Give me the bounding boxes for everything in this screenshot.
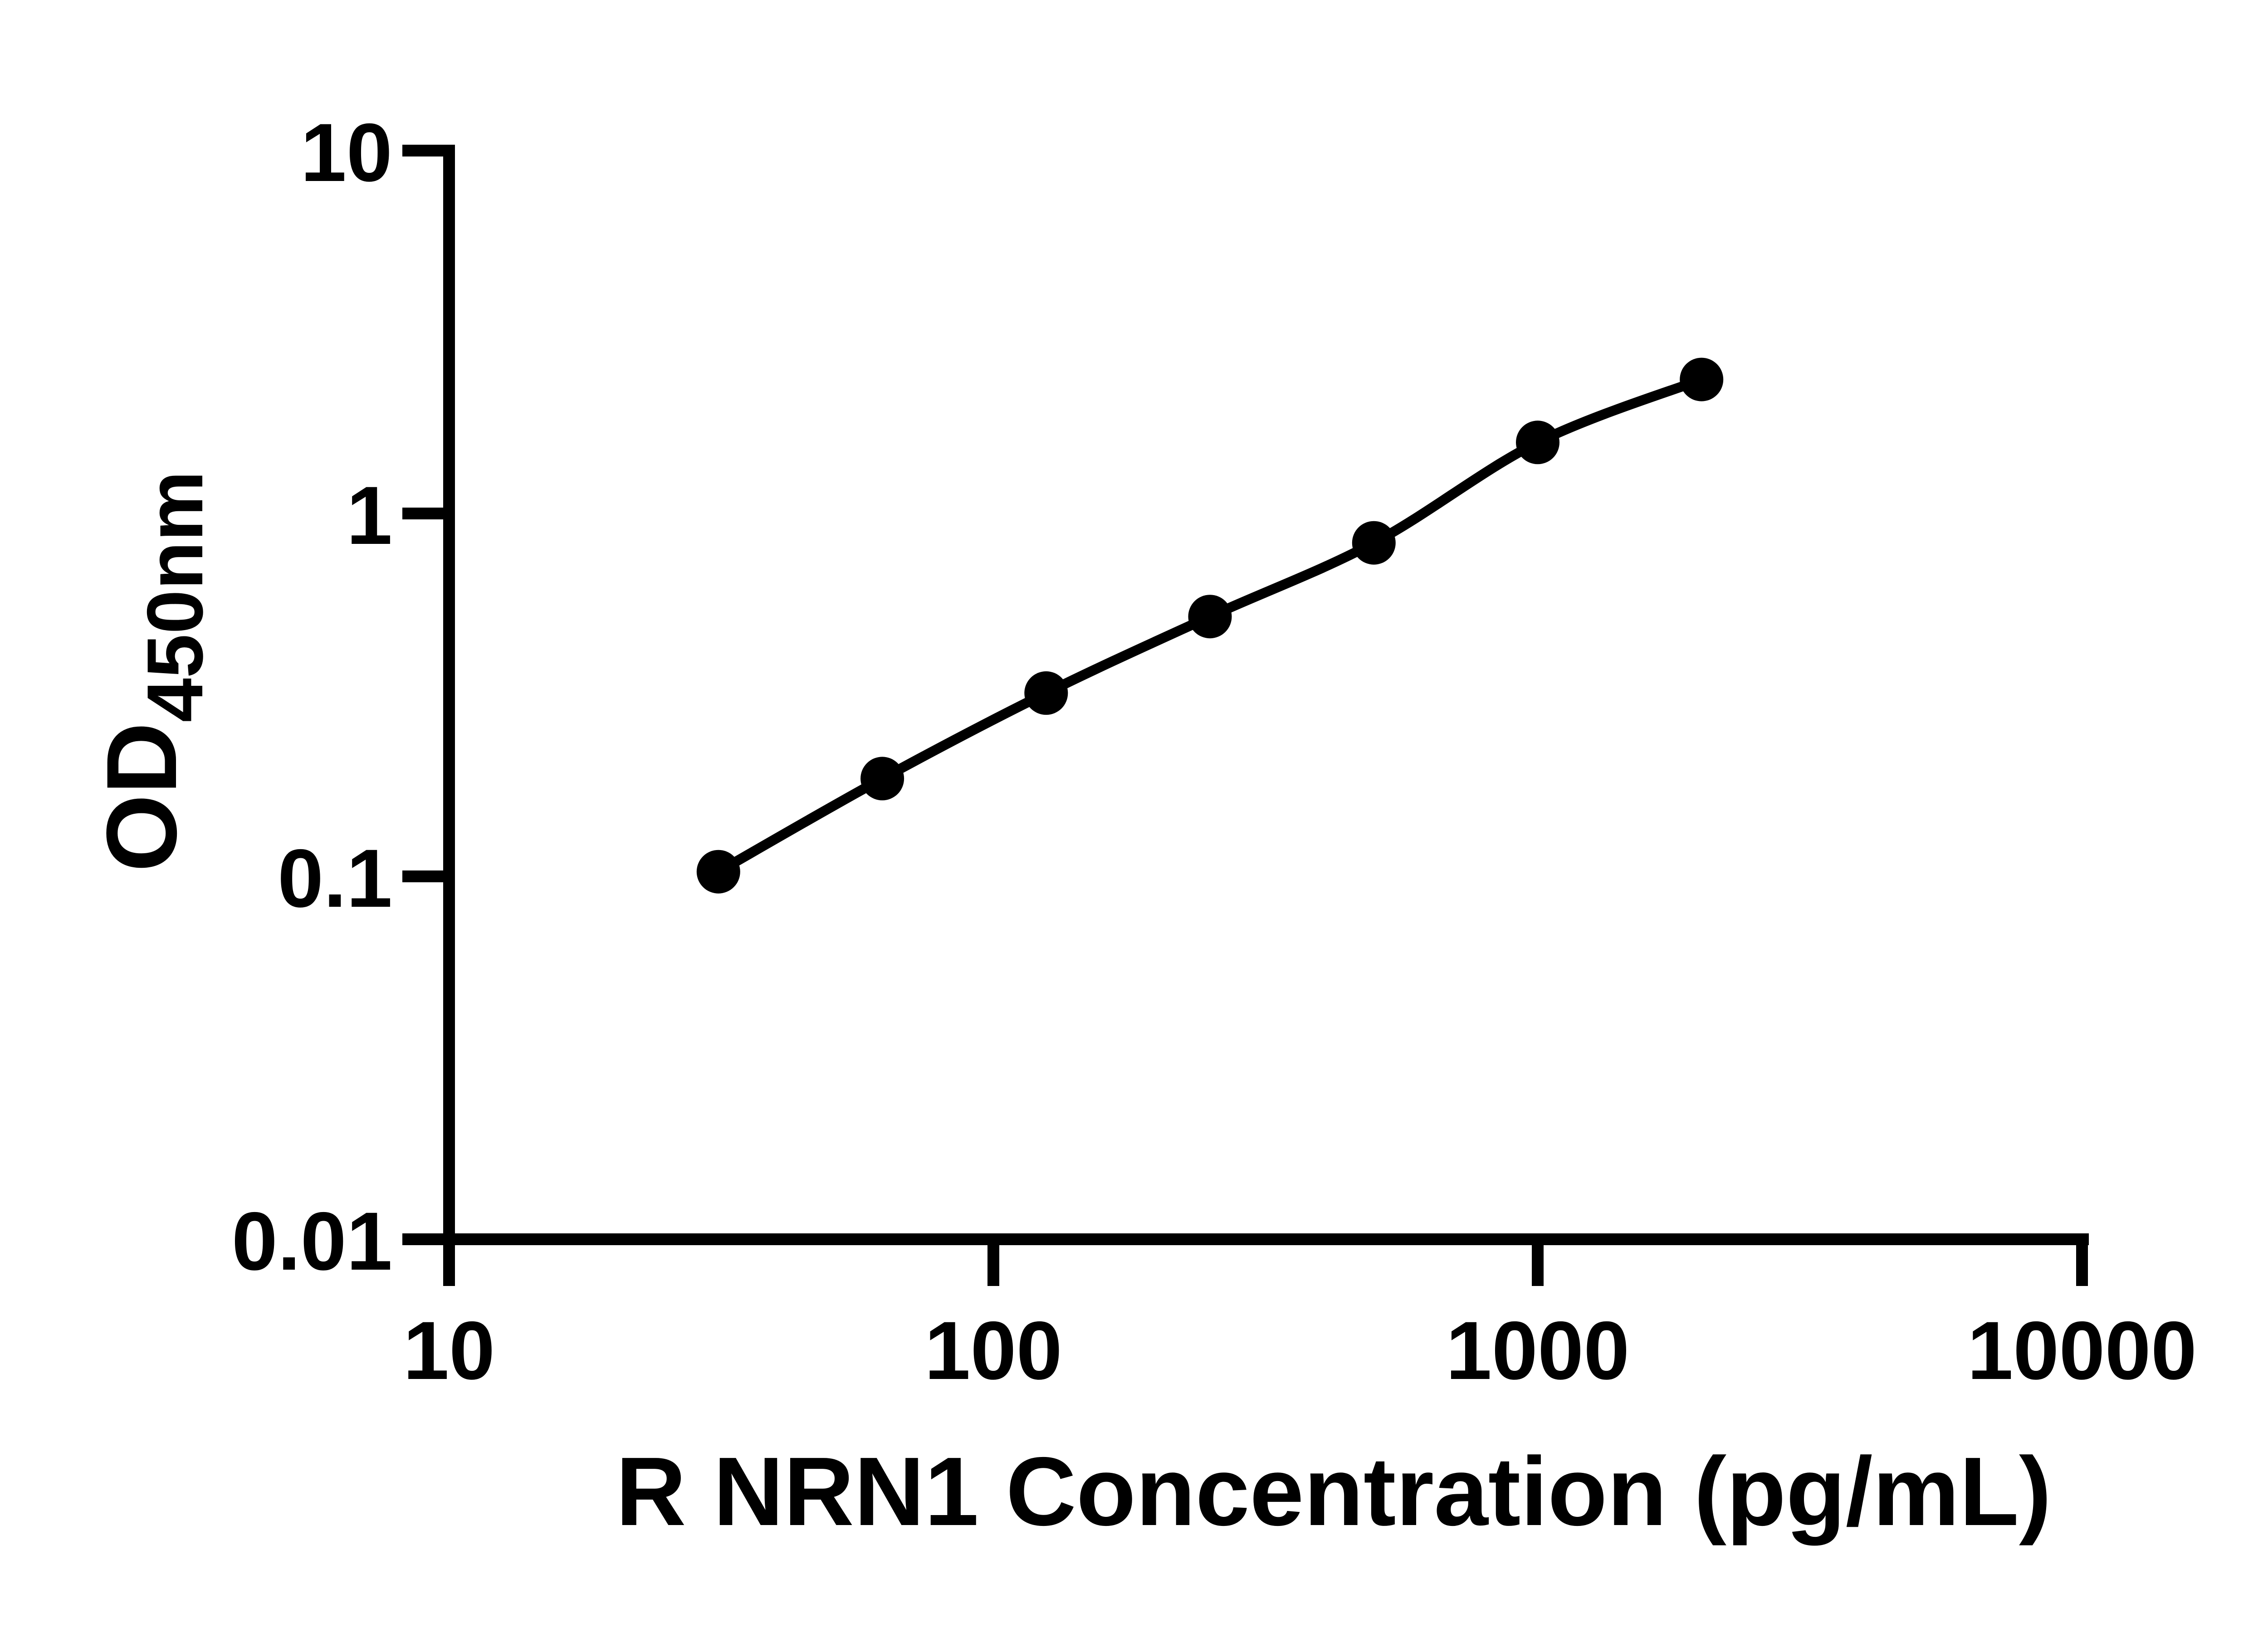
y-tick-label: 0.1: [278, 832, 392, 924]
y-tick-label: 10: [301, 106, 392, 199]
data-point: [1680, 357, 1724, 401]
y-axis-title-main: OD: [86, 722, 197, 872]
x-tick-label: 10000: [1967, 1304, 2197, 1397]
axis-lines: [443, 145, 2089, 1245]
data-point: [860, 757, 904, 801]
x-tick-label: 1000: [1446, 1304, 1630, 1397]
y-axis-tick-labels: 10 1 0.1 0.01: [232, 106, 392, 1287]
x-tick-label: 100: [924, 1304, 1062, 1397]
data-points: [696, 357, 1724, 894]
data-point: [1024, 671, 1068, 715]
y-axis-title: OD450nm: [86, 471, 220, 872]
y-tick-label: 0.01: [232, 1195, 392, 1287]
axes: [402, 145, 2089, 1286]
x-axis-tick-labels: 10 100 1000 10000: [403, 1304, 2197, 1397]
data-point: [1352, 521, 1396, 565]
y-axis-title-subscript: 450nm: [131, 471, 220, 722]
y-tick-label: 1: [347, 469, 392, 562]
x-axis-title: R NRN1 Concentration (pg/mL): [616, 1437, 2051, 1546]
data-point: [1516, 420, 1559, 464]
data-point: [1188, 595, 1232, 639]
data-point: [696, 850, 740, 894]
x-tick-label: 10: [403, 1304, 495, 1397]
